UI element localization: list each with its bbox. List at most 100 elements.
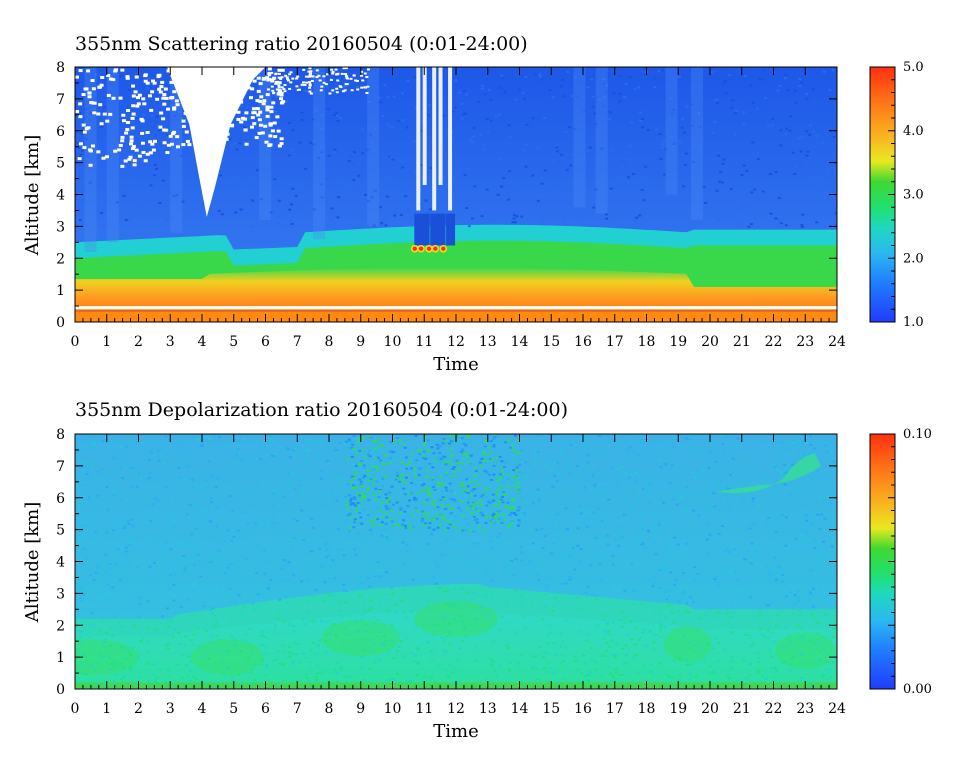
no-data-pixel [282,88,286,91]
noise-pixel [253,620,257,623]
noise-pixel [490,663,494,666]
noise-pixel [598,434,602,437]
noise-pixel [164,218,168,221]
no-data-pixel [162,93,167,97]
x-tick-label: 6 [261,334,270,350]
noise-pixel [458,438,462,441]
noise-pixel [628,446,632,449]
noise-pixel [105,631,109,634]
noise-pixel [770,514,774,517]
y-tick-label: 5 [56,523,65,539]
no-data-pixel [212,74,217,78]
noise-pixel [496,193,500,196]
no-data-pixel [271,89,275,92]
noise-pixel [470,512,474,515]
noise-pixel [349,535,353,538]
noise-pixel [278,598,282,601]
noise-pixel [649,579,653,582]
noise-pixel [543,651,547,654]
noise-pixel [383,218,387,221]
noise-pixel [670,603,674,606]
noise-pixel [484,594,488,597]
y-tick-label: 7 [56,92,65,108]
noise-pixel [80,664,84,667]
noise-pixel [664,463,668,466]
noise-pixel [553,522,557,525]
no-data-pixel [91,87,96,91]
noise-pixel [363,649,367,652]
noise-pixel [516,483,520,486]
noise-pixel [376,619,380,622]
noise-pixel [790,663,794,666]
noise-pixel [424,508,428,511]
noise-pixel [474,470,478,473]
noise-pixel [562,455,566,458]
noise-pixel [447,675,451,678]
no-data-pixel [90,79,95,83]
noise-pixel [440,464,444,467]
noise-pixel [252,526,256,529]
noise-pixel [576,607,580,610]
noise-pixel [584,438,588,441]
x-tick-label: 1 [102,334,111,350]
noise-pixel [637,86,641,89]
noise-pixel [380,489,384,492]
noise-pixel [466,501,470,504]
noise-pixel [731,601,735,604]
no-data-pixel [224,104,229,108]
noise-pixel [96,662,100,665]
noise-pixel [229,617,233,620]
noise-pixel [362,186,366,189]
noise-pixel [434,561,438,564]
noise-pixel [722,81,726,84]
noise-pixel [346,457,350,460]
noise-pixel [273,631,277,634]
noise-pixel [90,612,94,615]
noise-pixel [81,524,85,527]
noise-pixel [805,614,809,617]
noise-pixel [372,683,376,686]
noise-pixel [392,503,396,506]
noise-pixel [559,85,563,88]
noise-pixel [552,542,556,545]
noise-pixel [764,478,768,481]
noise-pixel [485,481,489,484]
no-data-pixel [87,148,92,152]
noise-pixel [687,641,691,644]
noise-pixel [147,77,151,80]
noise-pixel [306,485,310,488]
noise-pixel [89,473,93,476]
noise-pixel [753,546,757,549]
noise-pixel [445,473,449,476]
no-data-pixel [217,127,222,131]
noise-pixel [287,471,291,474]
noise-pixel [793,172,797,175]
noise-pixel [514,558,518,561]
noise-pixel [832,135,836,138]
noise-pixel [473,479,477,482]
no-data-pixel [276,129,281,133]
noise-pixel [788,129,792,132]
noise-pixel [685,486,689,489]
noise-pixel [750,191,754,194]
noise-pixel [493,669,497,672]
noise-pixel [538,500,542,503]
noise-pixel [184,635,188,638]
noise-pixel [715,612,719,615]
noise-pixel [279,567,283,570]
noise-pixel [470,598,474,601]
noise-pixel [392,451,396,454]
noise-pixel [742,123,746,126]
noise-pixel [375,449,379,452]
no-data-pixel [193,86,198,90]
noise-pixel [352,179,356,182]
noise-pixel [166,472,170,475]
noise-pixel [445,539,449,542]
noise-pixel [490,478,494,481]
noise-pixel [136,566,140,569]
noise-pixel [177,533,181,536]
noise-pixel [479,133,483,136]
noise-pixel [571,537,575,540]
noise-pixel [79,641,83,644]
noise-pixel [736,591,740,594]
